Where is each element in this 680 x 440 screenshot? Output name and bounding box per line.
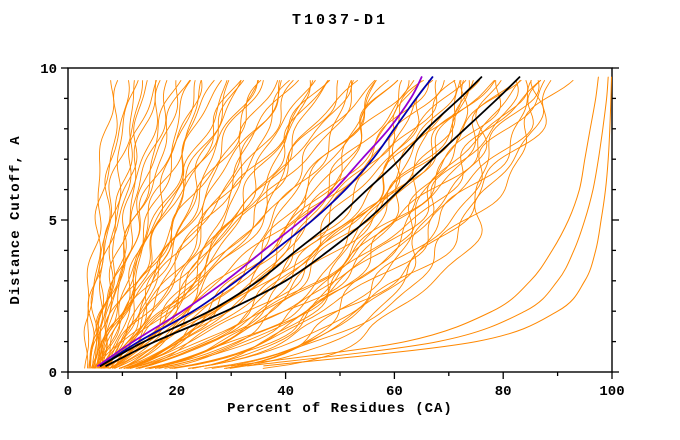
model-curve [154,80,529,369]
x-tick-label: 100 [599,384,624,400]
model-curve [113,80,242,369]
model-curve [171,80,519,369]
model-curve [109,80,314,369]
model-curve [87,80,144,369]
model-curve [129,79,481,369]
model-curve [101,79,329,369]
model-curve [192,80,457,369]
model-curve [148,79,521,369]
model-curve [149,79,541,369]
model-curve [135,79,434,369]
y-tick-label: 10 [40,62,57,78]
model-curve [127,79,389,369]
x-tick-label: 80 [495,384,512,400]
reference-model-1-curve [99,76,483,367]
model-curve [113,79,329,369]
model-curve [88,80,157,369]
model-curve [146,80,464,369]
model-curve [138,79,467,369]
model-curve [223,79,502,369]
model-curve [100,79,242,369]
model-curve [107,80,259,369]
model-curve [103,80,354,369]
model-curve [189,79,532,369]
model-curve [120,79,399,369]
model-curve [145,79,522,369]
model-curve [225,80,461,369]
model-curve [169,80,502,369]
model-curve [187,79,546,369]
model-curve [98,79,215,369]
highlight-model-2-curve [97,76,423,367]
x-axis-label: Percent of Residues (CA) [227,401,453,417]
model-curve [90,80,130,369]
model-curve [111,79,376,369]
model-curve [94,79,262,369]
model-curve [130,79,496,369]
model-curve [84,80,115,369]
model-curve [119,79,352,369]
model-curve [112,80,311,369]
y-axis-label: Distance Cutoff, A [8,135,24,305]
model-curve [262,80,544,369]
model-curve [173,79,542,369]
model-curve [108,80,282,369]
model-curve [100,80,279,369]
model-curve [126,79,399,369]
x-tick-label: 60 [386,384,403,400]
y-tick-label: 5 [49,214,57,230]
model-curve [104,79,294,369]
outlier-model-1-curve [230,76,599,367]
model-curve [83,80,119,369]
model-curve [89,79,191,369]
outlier-model-3-curve [263,76,612,367]
model-curve [192,79,432,369]
model-curve [204,79,552,369]
model-curve [225,80,469,369]
x-tick-label: 20 [168,384,185,400]
y-tick-label: 0 [49,366,57,382]
model-curve [100,80,202,369]
model-curve [92,80,260,369]
model-curve [92,80,196,369]
model-curve [104,80,352,369]
model-curve [211,79,574,369]
model-curve [135,80,430,369]
model-curve [109,79,316,369]
x-tick-label: 40 [277,384,294,400]
model-curve [118,79,424,369]
model-curve [91,80,168,369]
model-curve [123,79,495,369]
model-curve [100,79,300,369]
model-curve [126,79,415,369]
highlight-model-1-curve [99,76,434,367]
model-curve [229,80,540,369]
outlier-model-2-curve [247,76,609,367]
chart-title: T1037-D1 [291,12,388,29]
x-tick-label: 0 [64,384,72,400]
reference-model-2-curve [105,76,521,367]
model-curve [100,80,179,369]
model-curve [102,79,359,369]
model-curve [93,80,264,369]
